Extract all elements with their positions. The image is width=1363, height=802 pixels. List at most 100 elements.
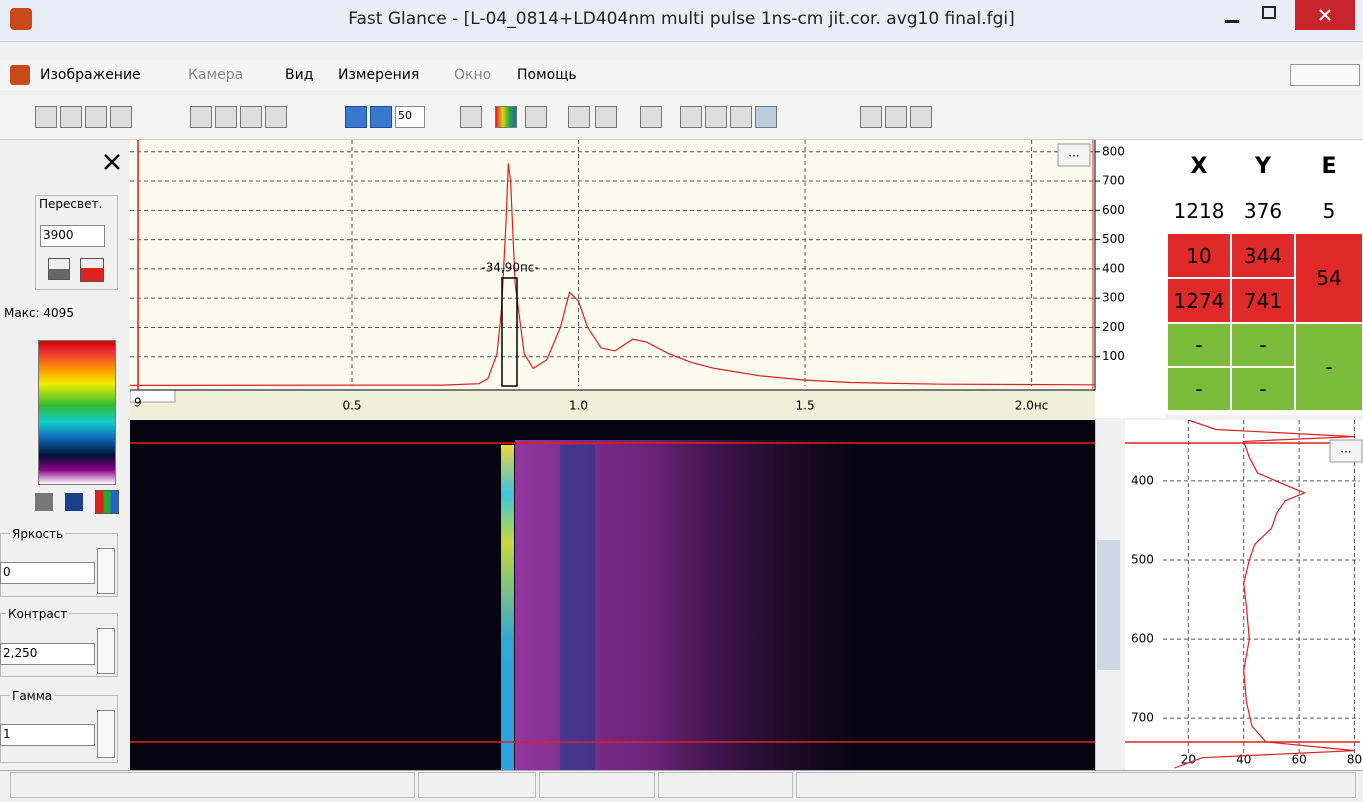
tool-button[interactable]: [240, 106, 262, 128]
print-button[interactable]: [85, 106, 107, 128]
minimize-button[interactable]: [1225, 20, 1239, 23]
y-tick-label: 800: [1102, 144, 1125, 158]
table-cell: 1218: [1167, 189, 1231, 233]
contrast-input[interactable]: 2,250: [0, 643, 95, 665]
plot-background: [130, 140, 1095, 390]
streak-image: [130, 420, 1095, 770]
table-cell: 344: [1231, 233, 1295, 278]
maximize-button[interactable]: [1262, 6, 1276, 19]
table-cell: -: [1295, 323, 1363, 411]
menu-item[interactable]: Окно: [454, 64, 491, 86]
corner-label: 9: [134, 396, 142, 410]
y-tick-label: 400: [1131, 473, 1154, 487]
status-segment: [418, 772, 536, 798]
palette-button[interactable]: [495, 106, 517, 128]
profile-line: [1175, 420, 1355, 768]
x-tick-label: 40: [1236, 753, 1251, 767]
tool-button[interactable]: [595, 106, 617, 128]
table-header: X: [1167, 143, 1231, 189]
save-button[interactable]: [60, 106, 82, 128]
menu-button-label[interactable]: ...: [1068, 146, 1079, 160]
y-tick-label: 600: [1102, 203, 1125, 217]
tool-button[interactable]: [568, 106, 590, 128]
y-tick-label: 700: [1131, 711, 1154, 725]
x-tick-label: 1.5: [796, 399, 815, 413]
x-axis-band: [130, 390, 1095, 418]
palette-gray[interactable]: [35, 493, 53, 511]
open-button[interactable]: [35, 106, 57, 128]
scroll-thumb[interactable]: [1097, 540, 1120, 670]
x-tick-label: 60: [1291, 753, 1306, 767]
gamma-spinner[interactable]: [97, 710, 115, 758]
status-segment: [539, 772, 655, 798]
y-tick-label: 400: [1102, 261, 1125, 275]
y-tick-label: 200: [1102, 320, 1125, 334]
table-cell: -: [1231, 323, 1295, 367]
tool-button[interactable]: [860, 106, 882, 128]
table-cell: 741: [1231, 278, 1295, 323]
app-window: Fast Glance - [L-04_0814+LD404nm multi p…: [0, 0, 1363, 802]
y-tick-label: 500: [1102, 232, 1125, 246]
fit-button[interactable]: [460, 106, 482, 128]
palette-blue[interactable]: [65, 493, 83, 511]
menu-button-label[interactable]: ...: [1340, 442, 1351, 456]
close-icon: [1295, 0, 1355, 30]
menu-item[interactable]: Помощь: [517, 64, 577, 86]
cursor-button[interactable]: [755, 106, 777, 128]
status-segment: [796, 772, 1356, 798]
y-tick-label: 100: [1102, 349, 1125, 363]
x-tick-label: 80: [1347, 753, 1362, 767]
y-tick-label: 300: [1102, 291, 1125, 305]
close-panel-icon[interactable]: [100, 150, 124, 174]
max-label: Макс: 4095: [4, 306, 74, 320]
tool-button[interactable]: [885, 106, 907, 128]
status-segment: [658, 772, 793, 798]
cursor-button[interactable]: [705, 106, 727, 128]
table-cell: 5: [1295, 189, 1363, 233]
brightness-label: Яркость: [10, 527, 65, 541]
cursor-button[interactable]: [680, 106, 702, 128]
zoom-input[interactable]: 50: [395, 106, 425, 128]
color-bar: [38, 340, 116, 485]
zoom-in-button[interactable]: [345, 106, 367, 128]
table-header: E: [1295, 143, 1363, 189]
zoom-out-button[interactable]: [370, 106, 392, 128]
gamma-input[interactable]: 1: [0, 724, 95, 746]
window-title: Fast Glance - [L-04_0814+LD404nm multi p…: [0, 0, 1363, 42]
cursor-button[interactable]: [730, 106, 752, 128]
table-cell: 1274: [1167, 278, 1231, 323]
table-cell: -: [1231, 367, 1295, 411]
mode-button[interactable]: [48, 258, 70, 280]
gamma-label: Гамма: [10, 689, 54, 703]
tool-button[interactable]: [640, 106, 662, 128]
x-tick-label: 2.0нс: [1015, 399, 1049, 413]
mdi-controls[interactable]: [1290, 64, 1360, 86]
menu-item[interactable]: Камера: [188, 64, 243, 86]
close-button[interactable]: [1295, 0, 1355, 30]
tool-button[interactable]: [265, 106, 287, 128]
menu-item[interactable]: Изображение: [40, 64, 141, 86]
menu-item[interactable]: Измерения: [338, 64, 419, 86]
mode-button[interactable]: [80, 258, 104, 282]
tool-button[interactable]: [190, 106, 212, 128]
table-header: Y: [1231, 143, 1295, 189]
doc-icon: [10, 65, 30, 85]
tool-button[interactable]: [525, 106, 547, 128]
settings-button[interactable]: [110, 106, 132, 128]
tool-button[interactable]: [910, 106, 932, 128]
y-tick-label: 500: [1131, 552, 1154, 566]
tool-button[interactable]: [215, 106, 237, 128]
table-cell: -: [1167, 323, 1231, 367]
table-cell: 54: [1295, 233, 1363, 323]
palette-color[interactable]: [95, 490, 119, 514]
table-cell: 10: [1167, 233, 1231, 278]
menu-item[interactable]: Вид: [285, 64, 313, 86]
overexposure-input[interactable]: 3900: [40, 225, 105, 247]
contrast-spinner[interactable]: [97, 628, 115, 674]
y-tick-label: 700: [1102, 174, 1125, 188]
table-cell: 376: [1231, 189, 1295, 233]
y-tick-label: 600: [1131, 632, 1154, 646]
status-segment: [10, 772, 415, 798]
brightness-spinner[interactable]: [97, 548, 115, 594]
brightness-input[interactable]: 0: [0, 562, 95, 584]
